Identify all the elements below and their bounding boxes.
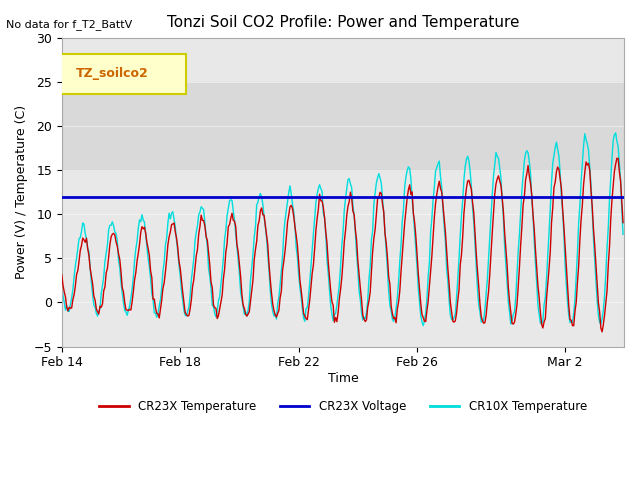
Text: TZ_soilco2: TZ_soilco2 <box>76 67 148 80</box>
FancyBboxPatch shape <box>56 54 186 94</box>
X-axis label: Time: Time <box>328 372 358 385</box>
Bar <box>62 82 624 170</box>
Y-axis label: Power (V) / Temperature (C): Power (V) / Temperature (C) <box>15 105 28 279</box>
Title: Tonzi Soil CO2 Profile: Power and Temperature: Tonzi Soil CO2 Profile: Power and Temper… <box>167 15 519 30</box>
Text: No data for f_T2_BattV: No data for f_T2_BattV <box>6 19 132 30</box>
Legend: CR23X Temperature, CR23X Voltage, CR10X Temperature: CR23X Temperature, CR23X Voltage, CR10X … <box>94 396 592 418</box>
